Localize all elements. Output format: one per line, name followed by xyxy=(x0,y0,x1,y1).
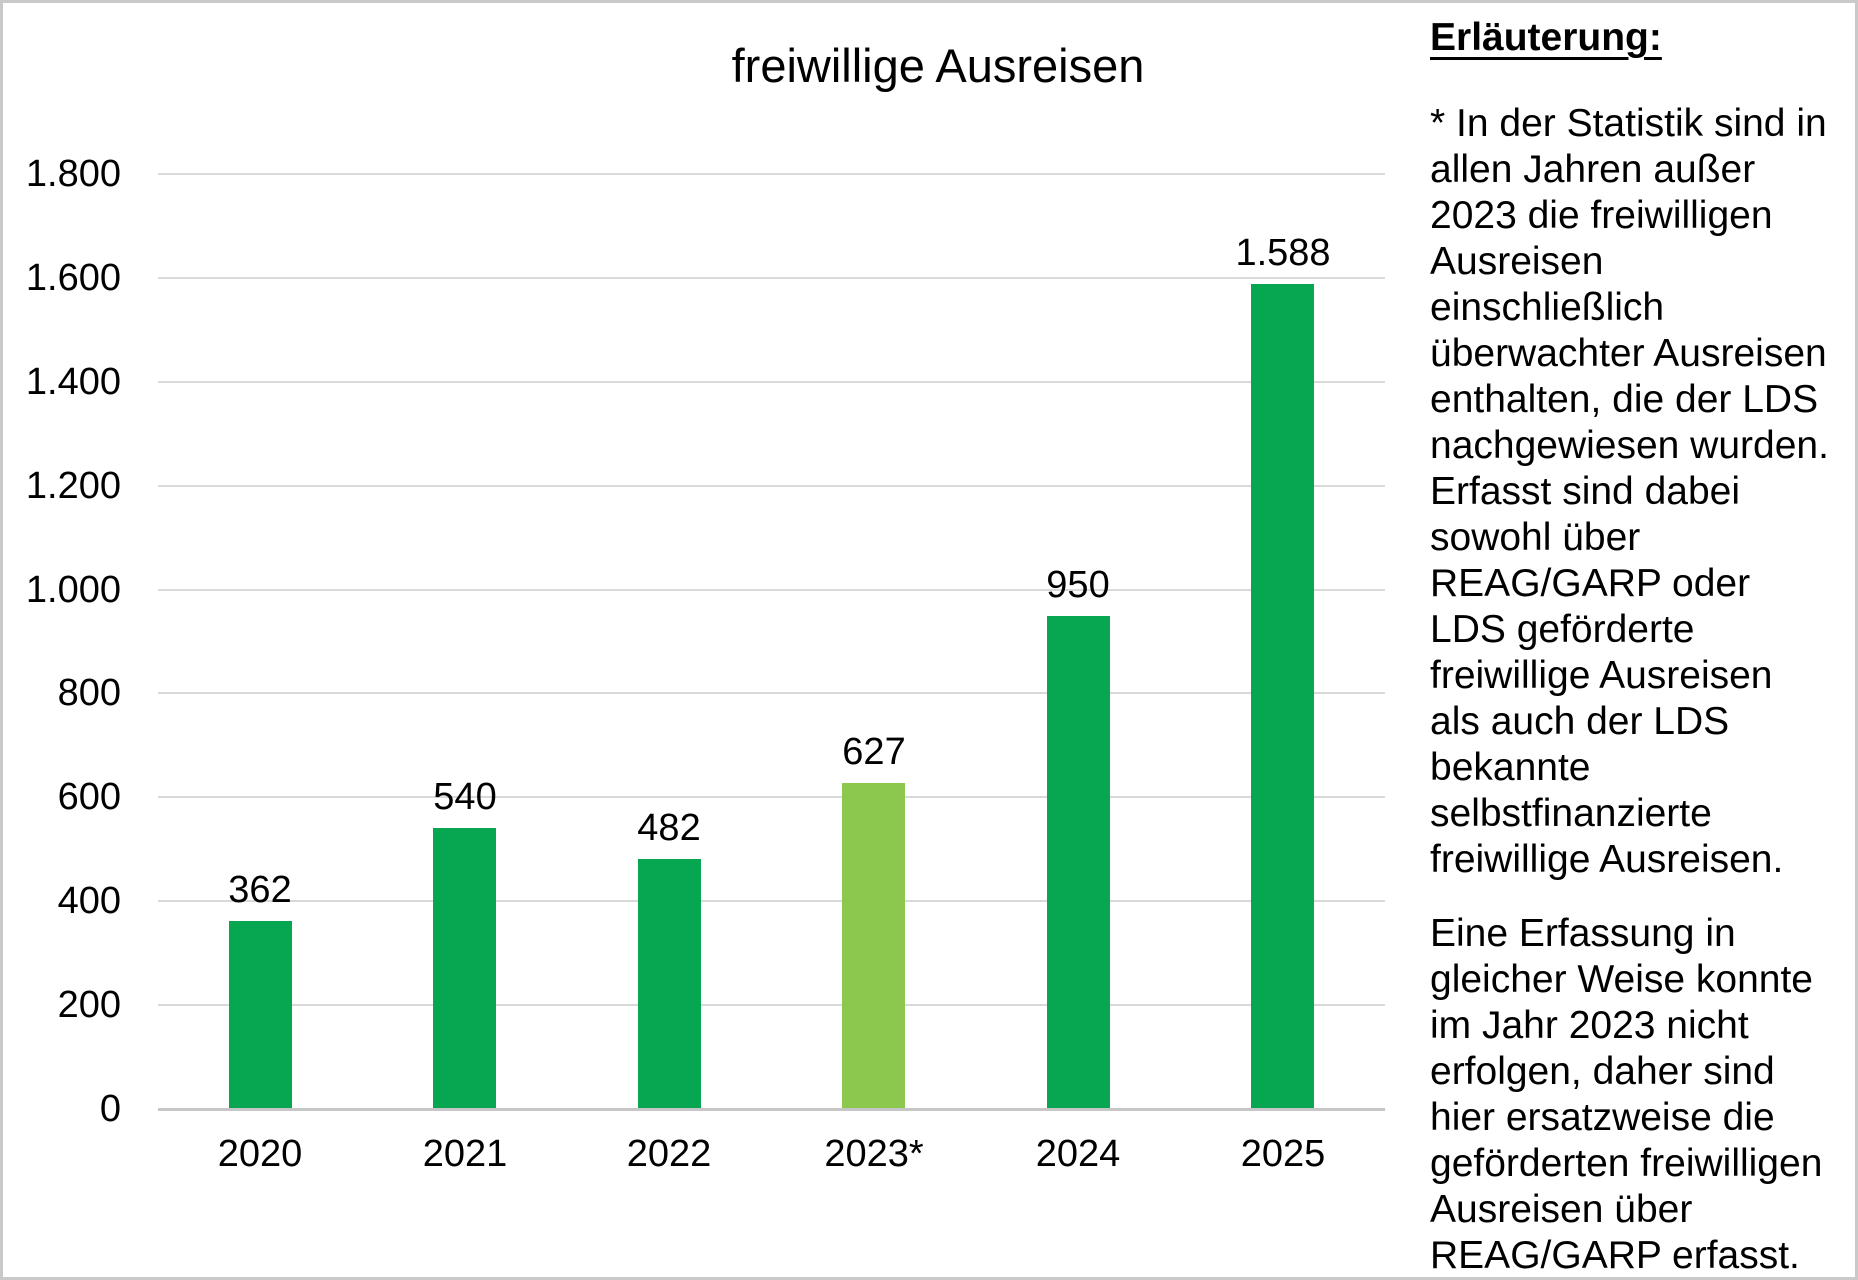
bar-value-label: 540 xyxy=(433,776,497,818)
bar-2024 xyxy=(1047,616,1110,1108)
gridline xyxy=(158,484,1385,487)
gridline xyxy=(158,1004,1385,1007)
explanation-paragraph-1: * In der Statistik sind in allen Jahren … xyxy=(1430,102,1829,881)
gridline xyxy=(158,276,1385,279)
y-axis-tick-label: 600 xyxy=(57,776,121,819)
chart-title: freiwillige Ausreisen xyxy=(731,39,1145,92)
gridline xyxy=(158,692,1385,695)
y-axis-tick-label: 0 xyxy=(99,1088,121,1130)
x-axis-line xyxy=(158,1108,1385,1111)
bar-2025 xyxy=(1251,284,1314,1108)
explanation-paragraph-2: Eine Erfassung in gleicher Weise konnte … xyxy=(1430,912,1823,1277)
bar-value-label: 950 xyxy=(1046,564,1110,606)
y-axis-tick-label: 200 xyxy=(57,984,121,1027)
x-axis-tick-label: 2023* xyxy=(824,1133,924,1175)
gridline xyxy=(158,380,1385,383)
bar-value-label: 482 xyxy=(637,807,701,849)
bar-value-label: 627 xyxy=(842,731,906,773)
y-axis-tick-label: 800 xyxy=(57,672,121,715)
y-axis-tick-label: 1.200 xyxy=(25,464,121,507)
bar-value-label: 1.588 xyxy=(1235,232,1331,274)
y-axis-tick-label: 1.600 xyxy=(25,256,121,299)
y-axis-tick-label: 400 xyxy=(57,880,121,923)
x-axis-tick-label: 2020 xyxy=(217,1133,303,1175)
y-axis-tick-label: 1.000 xyxy=(25,568,121,611)
bar-chart: freiwillige Ausreisen 362 540 482 627 950 1.5… xyxy=(3,3,1403,1277)
bar-value-label: 362 xyxy=(228,869,292,911)
bar-2023* xyxy=(842,783,905,1108)
y-axis-tick-label: 1.800 xyxy=(25,153,121,195)
gridline xyxy=(158,796,1385,799)
x-axis-tick-label: 2021 xyxy=(422,1133,508,1175)
gridline xyxy=(158,900,1385,903)
x-axis-tick-label: 2024 xyxy=(1035,1133,1121,1175)
y-axis-tick-label: 1.400 xyxy=(25,360,121,403)
x-axis-tick-label: 2022 xyxy=(626,1133,712,1175)
bar-2020 xyxy=(229,921,292,1108)
gridline xyxy=(158,588,1385,591)
page: freiwillige Ausreisen 362 540 482 627 950 1.5… xyxy=(3,3,1855,1277)
bar-2022 xyxy=(638,859,701,1108)
bar-2021 xyxy=(433,828,496,1108)
explanation-panel: Erläuterung: * In der Statistik sind in … xyxy=(1430,15,1858,1279)
explanation-heading: Erläuterung: xyxy=(1430,16,1662,59)
gridline xyxy=(158,173,1385,175)
x-axis-tick-label: 2025 xyxy=(1240,1133,1326,1175)
